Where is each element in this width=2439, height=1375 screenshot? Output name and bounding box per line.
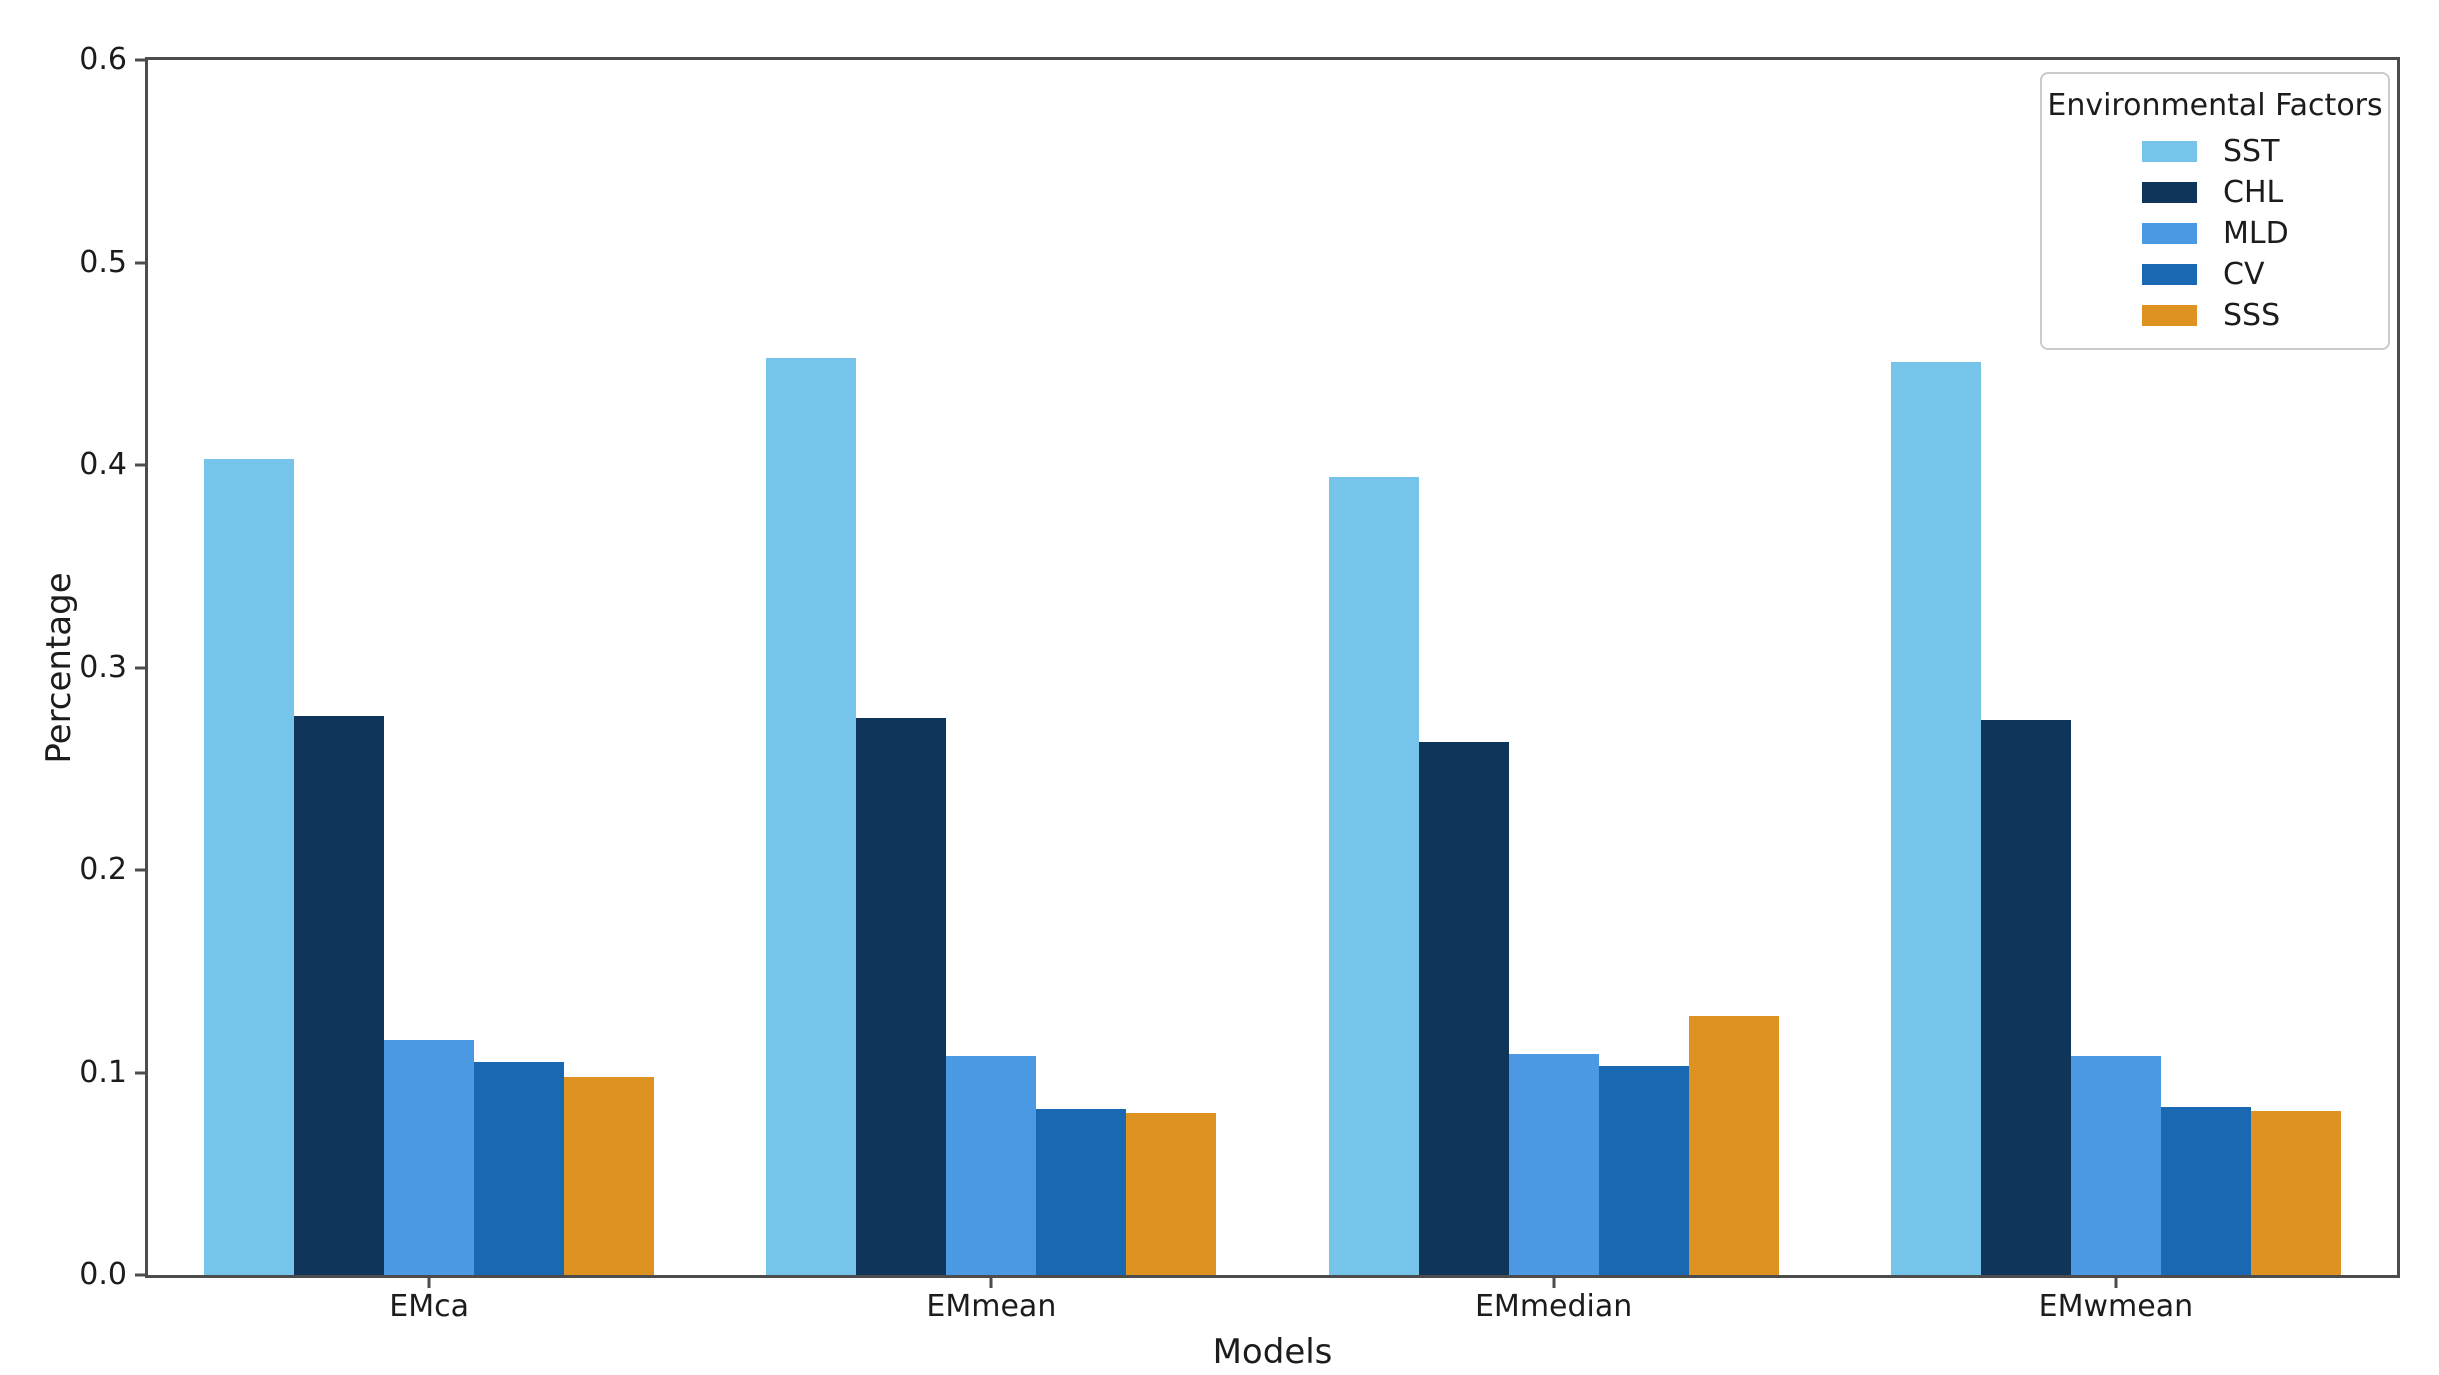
legend-item: CV (2042, 254, 2388, 295)
x-tick-mark (989, 1278, 993, 1288)
legend: Environmental Factors SST CHL MLD CV SSS (2040, 72, 2390, 350)
legend-item-label: SST (2223, 133, 2280, 169)
x-tick-label: EMmean (926, 1289, 1057, 1324)
y-tick-mark (135, 868, 145, 872)
bar-EMmean-SST (766, 357, 857, 1275)
x-tick-label: EMmedian (1474, 1289, 1633, 1324)
legend-item-label: SSS (2223, 297, 2281, 333)
legend-item: SSS (2042, 295, 2388, 336)
bar-EMmedian-SST (1328, 477, 1419, 1275)
bar-EMmean-SSS (1126, 1113, 1217, 1275)
bar-EMwmean-CHL (1980, 720, 2071, 1275)
bar-EMmedian-SSS (1688, 1015, 1779, 1275)
legend-swatch-MLD (2142, 223, 2197, 244)
legend-items: SST CHL MLD CV SSS (2042, 131, 2388, 336)
legend-title: Environmental Factors (2047, 88, 2383, 123)
legend-item: CHL (2042, 172, 2388, 213)
x-tick-label: EMwmean (2038, 1289, 2194, 1324)
y-tick-label: 0.6 (79, 42, 127, 77)
bar-EMmean-CV (1036, 1108, 1127, 1275)
x-tick-mark (2114, 1278, 2118, 1288)
y-tick-label: 0.5 (79, 244, 127, 280)
bar-EMmean-MLD (946, 1056, 1037, 1275)
bar-EMwmean-SSS (2250, 1110, 2341, 1275)
y-tick-mark (135, 1273, 145, 1277)
legend-swatch-CHL (2142, 182, 2197, 203)
y-tick-mark (135, 666, 145, 669)
x-tick-mark (427, 1278, 431, 1288)
legend-item-label: CV (2223, 256, 2265, 292)
x-tick-label: EMca (389, 1289, 469, 1324)
legend-swatch-SSS (2142, 305, 2197, 326)
x-tick-mark (1552, 1278, 1556, 1288)
legend-item-label: MLD (2223, 215, 2289, 251)
bar-EMmean-CHL (856, 718, 947, 1275)
bar-EMca-CV (474, 1062, 565, 1275)
bar-EMmedian-CHL (1418, 742, 1509, 1275)
x-axis-label: Models (1212, 1332, 1333, 1372)
y-tick-label: 0.1 (79, 1054, 127, 1090)
bar-EMmedian-CV (1598, 1066, 1689, 1275)
legend-item-label: CHL (2223, 174, 2284, 210)
y-tick-label: 0.2 (79, 852, 127, 887)
y-tick-mark (135, 463, 145, 467)
y-tick-mark (135, 58, 145, 62)
bar-EMwmean-SST (1890, 361, 1981, 1275)
bar-EMca-SST (204, 458, 295, 1275)
legend-item: MLD (2042, 213, 2388, 254)
y-tick-label: 0.3 (79, 649, 127, 685)
legend-swatch-SST (2142, 141, 2197, 162)
plot-area: 0.0 0.1 0.2 0.3 0.4 0.5 0.6 EMca EMmean EMmedian… (39, 45, 2400, 1322)
legend-swatch-CV (2142, 264, 2197, 285)
bar-EMwmean-MLD (2070, 1056, 2161, 1275)
y-tick-label: 0.4 (79, 447, 127, 482)
y-axis-label: Percentage (39, 571, 79, 764)
bar-EMca-SSS (564, 1076, 655, 1275)
bar-EMca-MLD (384, 1040, 475, 1275)
y-tick-mark (135, 261, 145, 264)
legend-item: SST (2042, 131, 2388, 172)
bar-EMca-CHL (294, 716, 385, 1275)
y-tick-mark (135, 1071, 145, 1074)
bar-EMmedian-MLD (1508, 1054, 1599, 1275)
y-tick-label: 0.0 (79, 1257, 127, 1292)
bar-EMwmean-CV (2160, 1106, 2251, 1275)
